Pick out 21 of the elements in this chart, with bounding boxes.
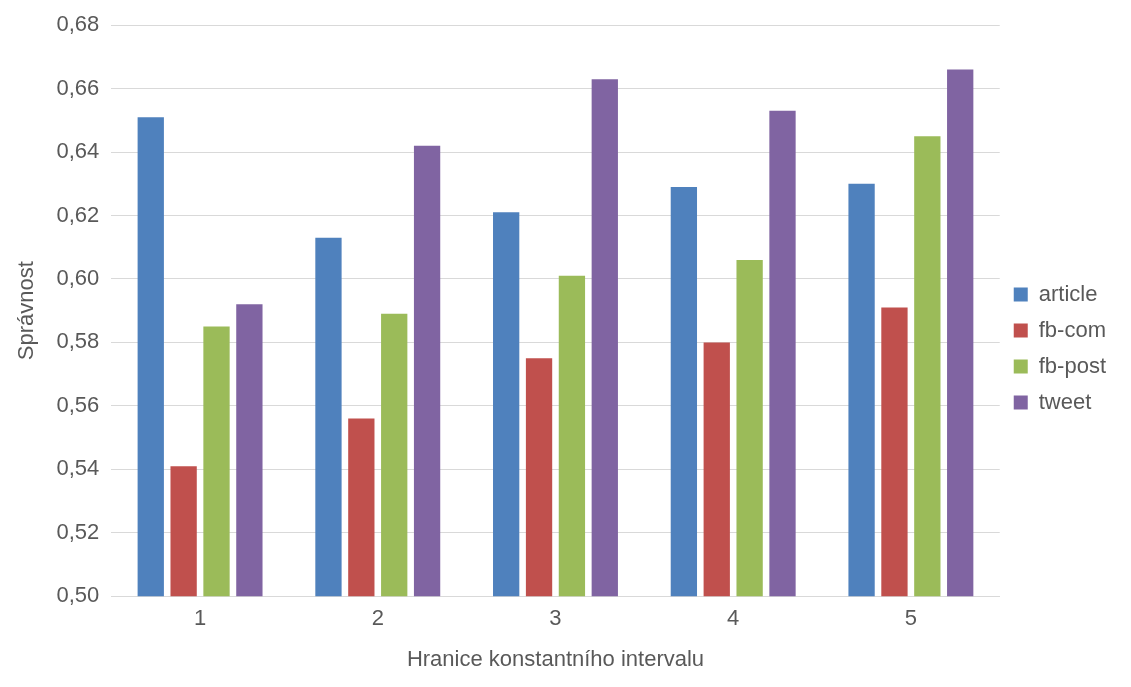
y-tick-label: 0,62 (56, 201, 100, 227)
y-tick-label: 0,58 (56, 328, 100, 354)
x-tick-label: 2 (371, 605, 384, 631)
x-tick-label: 5 (904, 605, 918, 631)
x-tick-label: 3 (549, 605, 562, 631)
y-tick-label: 0,50 (56, 582, 100, 608)
x-tick-label: 4 (727, 605, 740, 631)
y-tick-label: 0,56 (56, 391, 100, 417)
y-tick-label: 0,52 (56, 518, 100, 544)
y-axis-title: Správnost (13, 261, 39, 361)
x-axis-title: Hranice konstantního intervalu (406, 645, 705, 671)
y-tick-label: 0,66 (56, 74, 100, 100)
y-tick-label: 0,60 (56, 265, 100, 291)
legend-label: fb-post (1038, 352, 1107, 378)
legend-label: article (1038, 280, 1098, 306)
legend-label: fb-com (1038, 316, 1106, 342)
y-tick-label: 0,64 (56, 138, 100, 164)
legend-label: tweet (1038, 388, 1092, 414)
y-tick-label: 0,68 (56, 11, 100, 37)
x-tick-label: 1 (193, 605, 207, 631)
y-tick-label: 0,54 (56, 455, 100, 481)
